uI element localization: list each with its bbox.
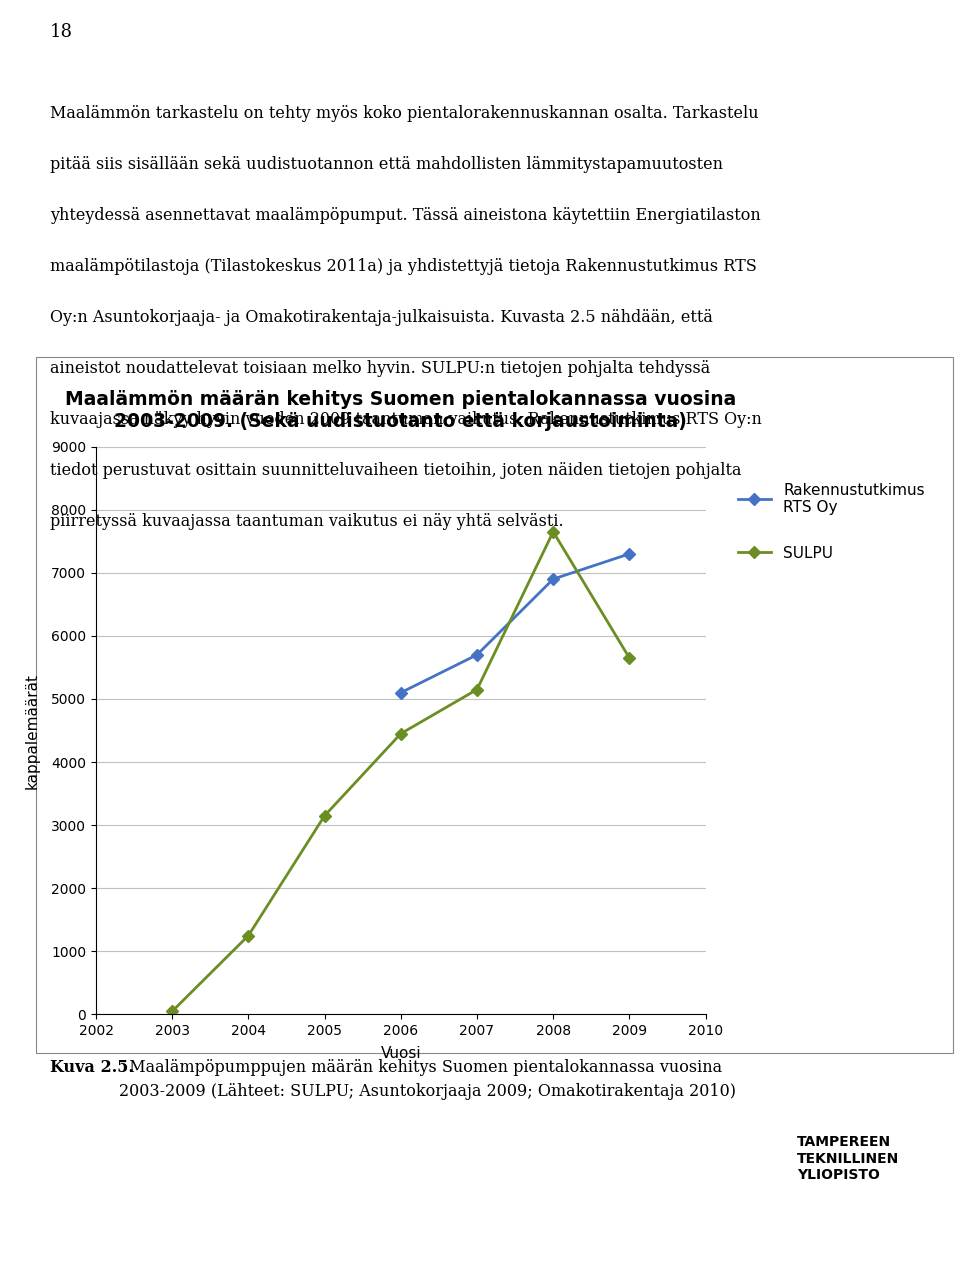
Text: Maalämmön tarkastelu on tehty myös koko pientalorakennuskannan osalta. Tarkastel: Maalämmön tarkastelu on tehty myös koko … <box>50 105 758 121</box>
Text: Maalämpöpumppujen määrän kehitys Suomen pientalokannassa vuosina
2003-2009 (Läht: Maalämpöpumppujen määrän kehitys Suomen … <box>119 1059 736 1100</box>
Text: maalämpötilastoja (Tilastokeskus 2011a) ja yhdistettyjä tietoja Rakennustutkimus: maalämpötilastoja (Tilastokeskus 2011a) … <box>50 258 756 274</box>
Text: pitää siis sisällään sekä uudistuotannon että mahdollisten lämmitystapamuutosten: pitää siis sisällään sekä uudistuotannon… <box>50 156 723 172</box>
Text: TAMPEREEN
TEKNILLINEN
YLIOPISTO: TAMPEREEN TEKNILLINEN YLIOPISTO <box>797 1136 900 1182</box>
Y-axis label: kappalemäärät: kappalemäärät <box>25 672 40 789</box>
Text: piirretyssä kuvaajassa taantuman vaikutus ei näy yhtä selvästi.: piirretyssä kuvaajassa taantuman vaikutu… <box>50 513 564 530</box>
Text: kuvaajassa näkyy hyvin vuoden 2009 taantuman vaikutus. Rakennustutkimus RTS Oy:n: kuvaajassa näkyy hyvin vuoden 2009 taant… <box>50 411 762 427</box>
X-axis label: Vuosi: Vuosi <box>380 1046 421 1062</box>
Text: Oy:n Asuntokorjaaja- ja Omakotirakentaja-julkaisuista. Kuvasta 2.5 nähdään, että: Oy:n Asuntokorjaaja- ja Omakotirakentaja… <box>50 309 712 325</box>
Legend: Rakennustutkimus
RTS Oy, SULPU: Rakennustutkimus RTS Oy, SULPU <box>737 482 925 560</box>
Text: yhteydessä asennettavat maalämpöpumput. Tässä aineistona käytettiin Energiatilas: yhteydessä asennettavat maalämpöpumput. … <box>50 207 760 223</box>
Title: Maalämmön määrän kehitys Suomen pientalokannassa vuosina
2003-2009. (Sekä uudist: Maalämmön määrän kehitys Suomen pientalo… <box>65 390 736 431</box>
Text: Kuva 2.5.: Kuva 2.5. <box>50 1059 133 1076</box>
Text: aineistot noudattelevat toisiaan melko hyvin. SULPU:n tietojen pohjalta tehdyssä: aineistot noudattelevat toisiaan melko h… <box>50 360 710 376</box>
Text: tiedot perustuvat osittain suunnitteluvaiheen tietoihin, joten näiden tietojen p: tiedot perustuvat osittain suunnitteluva… <box>50 462 741 478</box>
Text: 18: 18 <box>50 23 73 41</box>
